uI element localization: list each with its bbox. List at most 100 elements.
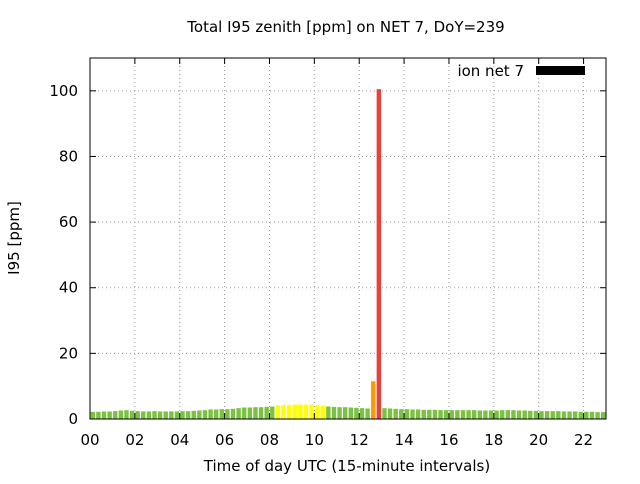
bar bbox=[556, 411, 561, 419]
x-tick-label: 02 bbox=[125, 431, 144, 449]
bar bbox=[427, 409, 432, 419]
x-tick-label: 22 bbox=[574, 431, 593, 449]
bar bbox=[225, 409, 230, 419]
bar bbox=[270, 406, 275, 419]
x-axis-label: Time of day UTC (15-minute intervals) bbox=[203, 457, 490, 475]
bar bbox=[129, 410, 135, 419]
x-tick-label: 08 bbox=[260, 431, 279, 449]
bar bbox=[208, 409, 213, 419]
bar bbox=[365, 408, 370, 419]
legend-label: ion net 7 bbox=[457, 62, 524, 80]
y-tick-label: 60 bbox=[59, 213, 78, 231]
bar bbox=[533, 410, 539, 419]
bar bbox=[303, 404, 309, 419]
bar bbox=[309, 404, 314, 419]
x-tick-label: 10 bbox=[305, 431, 324, 449]
bar bbox=[505, 410, 511, 419]
bar bbox=[393, 408, 398, 419]
y-tick-label: 20 bbox=[59, 344, 78, 362]
bar bbox=[342, 407, 348, 419]
plot-frame bbox=[89, 57, 607, 420]
bar bbox=[264, 406, 269, 419]
x-tick-label: 04 bbox=[170, 431, 189, 449]
bar bbox=[432, 409, 438, 419]
bar bbox=[124, 410, 129, 419]
bar bbox=[331, 406, 337, 419]
bar bbox=[572, 411, 578, 419]
bar bbox=[163, 411, 168, 419]
x-axis-ticks: 00 02 04 06 08 10 12 14 16 18 20 22 bbox=[80, 58, 593, 449]
bar bbox=[298, 404, 303, 419]
bar bbox=[589, 411, 595, 419]
bar bbox=[146, 411, 152, 419]
bar bbox=[544, 411, 550, 419]
bar bbox=[314, 405, 320, 419]
bar bbox=[275, 405, 281, 419]
bar bbox=[600, 412, 606, 419]
bar bbox=[359, 408, 365, 419]
bar bbox=[584, 411, 589, 419]
x-tick-label: 12 bbox=[350, 431, 369, 449]
bar bbox=[595, 412, 600, 419]
bar bbox=[113, 411, 118, 419]
bar bbox=[174, 411, 180, 419]
bar bbox=[488, 410, 494, 419]
bar bbox=[399, 409, 404, 419]
bars-group bbox=[90, 89, 606, 419]
bar bbox=[180, 411, 185, 419]
legend: ion net 7 bbox=[457, 62, 585, 80]
bar bbox=[219, 409, 225, 419]
bar bbox=[483, 410, 488, 419]
bar bbox=[477, 410, 483, 419]
bar bbox=[152, 411, 157, 419]
x-tick-label: 06 bbox=[215, 431, 234, 449]
bar bbox=[96, 411, 101, 419]
bar bbox=[539, 411, 544, 419]
bar bbox=[410, 409, 415, 419]
bar bbox=[516, 410, 522, 419]
bar bbox=[281, 404, 286, 419]
bar bbox=[376, 89, 382, 419]
bar bbox=[101, 411, 107, 419]
bar bbox=[169, 411, 174, 419]
bar bbox=[460, 410, 466, 419]
x-tick-label: 18 bbox=[484, 431, 503, 449]
bar bbox=[449, 410, 454, 419]
y-tick-label: 80 bbox=[59, 147, 78, 165]
bar bbox=[230, 408, 236, 419]
bar bbox=[455, 410, 460, 419]
y-tick-label: 100 bbox=[49, 82, 78, 100]
bar bbox=[118, 410, 124, 419]
bar bbox=[354, 407, 359, 419]
y-tick-label: 0 bbox=[68, 410, 78, 428]
grid-lines bbox=[90, 58, 606, 419]
chart-title: Total I95 zenith [ppm] on NET 7, DoY=239 bbox=[186, 18, 504, 36]
bar bbox=[213, 409, 219, 419]
bar bbox=[242, 407, 247, 419]
bar bbox=[90, 411, 96, 419]
bar bbox=[522, 410, 527, 419]
bar bbox=[326, 406, 331, 419]
bar bbox=[337, 407, 342, 419]
bar bbox=[197, 410, 202, 419]
bar bbox=[567, 411, 572, 419]
bar bbox=[387, 408, 393, 419]
y-axis-ticks: 0 20 40 60 80 100 bbox=[49, 82, 606, 428]
bar bbox=[258, 407, 264, 419]
bar bbox=[500, 410, 505, 419]
bar bbox=[550, 411, 555, 419]
bar bbox=[236, 408, 241, 419]
bar bbox=[253, 407, 258, 419]
x-tick-label: 00 bbox=[80, 431, 99, 449]
x-tick-label: 16 bbox=[439, 431, 458, 449]
bar bbox=[191, 410, 196, 419]
bar bbox=[443, 410, 449, 419]
bar bbox=[292, 404, 297, 419]
bar bbox=[528, 410, 533, 419]
bar bbox=[404, 409, 410, 419]
bar bbox=[438, 410, 443, 419]
y-axis-label: I95 [ppm] bbox=[5, 201, 23, 275]
bar bbox=[494, 410, 499, 419]
